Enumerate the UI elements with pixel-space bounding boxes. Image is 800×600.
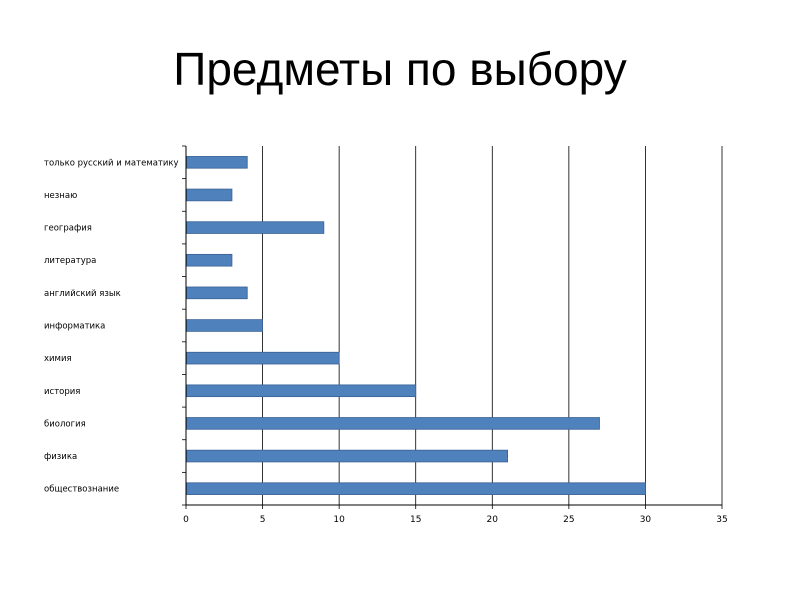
category-label: химия: [44, 354, 72, 364]
bar: [186, 384, 417, 398]
bar: [186, 351, 340, 365]
category-label: литература: [44, 256, 96, 266]
category-label: английский язык: [44, 289, 121, 299]
x-tick-label: 5: [260, 515, 266, 525]
x-tick-label: 35: [716, 515, 727, 525]
x-tick-label: 0: [183, 515, 189, 525]
bar: [186, 286, 248, 300]
category-label: незнаю: [44, 191, 77, 201]
bar: [186, 449, 509, 463]
bar: [186, 417, 600, 430]
bar: [186, 188, 233, 202]
x-tick-label: 15: [410, 515, 421, 525]
bar: [186, 253, 233, 267]
x-tick-label: 25: [563, 515, 574, 525]
category-label: обществознание: [44, 485, 119, 495]
category-label: физика: [44, 452, 77, 462]
bar: [186, 482, 646, 495]
bar: [186, 156, 248, 169]
chart-bars: [186, 156, 646, 495]
category-label: информатика: [44, 322, 105, 332]
chart-labels: 0 5 10 15 20 25 30 35 только русский и математик…: [44, 158, 728, 525]
chart-axes: [182, 145, 723, 509]
bar: [186, 221, 325, 234]
bar: [186, 319, 263, 332]
category-label: история: [44, 387, 80, 397]
category-label: география: [44, 224, 92, 234]
category-label: биология: [44, 419, 86, 429]
x-tick-label: 20: [487, 515, 499, 525]
category-label: только русский и математику: [44, 158, 179, 168]
slide-title: Предметы по выбору: [173, 43, 627, 95]
x-tick-label: 30: [640, 515, 652, 525]
x-tick-label: 10: [333, 515, 345, 525]
chart-grid: [262, 146, 723, 505]
